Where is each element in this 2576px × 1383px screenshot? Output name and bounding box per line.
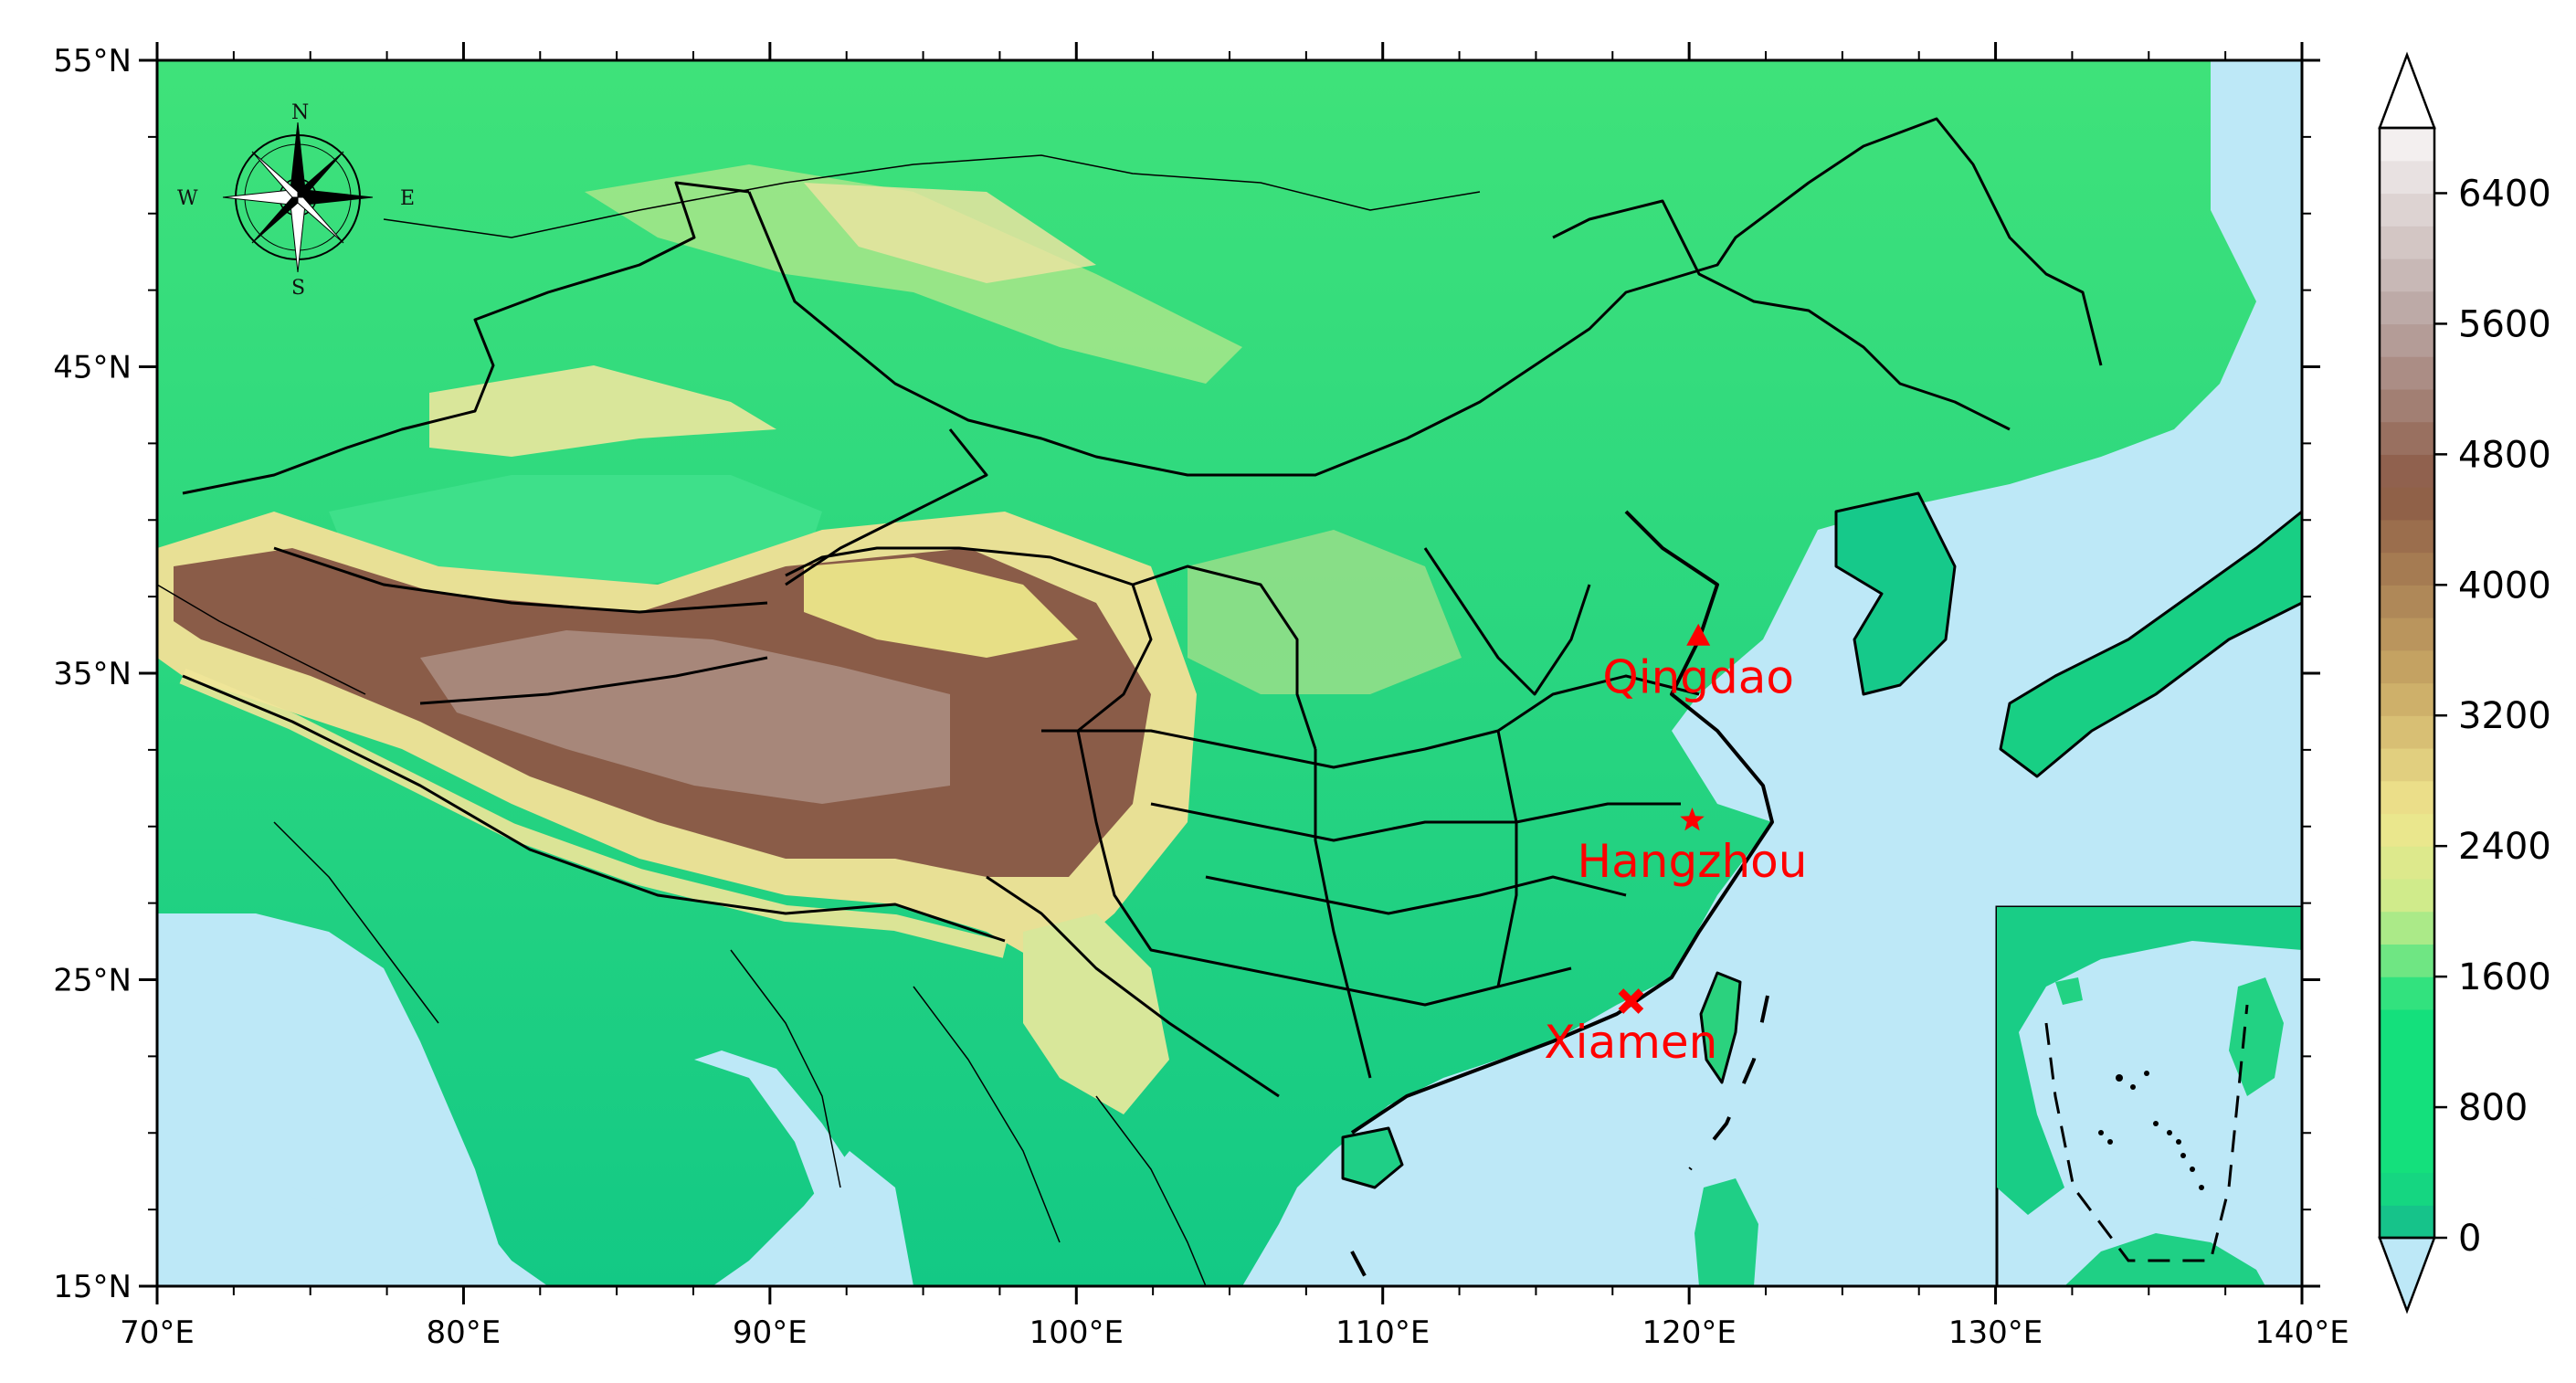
dash-lines [1350,995,1769,1287]
loess-plateau [1188,530,1462,694]
colorbar-bin [2380,487,2434,521]
lon-tick-label: 80°E [427,1314,501,1351]
colorbar-bin [2380,846,2434,880]
colorbar-tick-label: 1600 [2458,956,2551,998]
boundaries [157,117,2302,1286]
colorbar-bin [2380,682,2434,716]
lat-tick-label: 15°N [53,1269,132,1305]
compass-w: W [177,187,198,210]
colorbar-bin [2380,1041,2434,1075]
south-china-sea-inset [1995,905,2302,1286]
colorbar-bin [2380,585,2434,618]
lon-tick-label: 130°E [1948,1314,2043,1351]
colorbar-frame [2378,126,2436,1240]
colorbar-min-arrow [2378,1236,2436,1314]
tian-shan [429,365,776,457]
colorbar-tick-label: 2400 [2458,826,2551,868]
colorbar-bin [2380,977,2434,1010]
city-label-hangzhou: Hangzhou [1578,835,1808,888]
altai-yellow [804,183,1096,283]
colorbar-bin [2380,911,2434,945]
tibetan-highland-light [420,630,950,804]
colorbar-max-arrow [2378,51,2436,130]
lon-tick-label: 110°E [1336,1314,1430,1351]
colorbar-bin [2380,193,2434,227]
lat-tick-label: 35°N [53,656,132,692]
colorbar-bin [2380,290,2434,325]
colorbar-bin [2380,1139,2434,1174]
colorbar-tick-label: 5600 [2458,303,2551,345]
colorbar-bin [2380,715,2434,749]
axis-ticks [139,42,2320,1304]
inset-hainan [2055,977,2083,1005]
city-marker-hangzhou [1680,808,1705,831]
inset-land [1997,907,2302,1215]
compass-rose: N S E W [177,101,415,300]
colorbar-bin [2380,944,2434,977]
colorbar-tick-label: 4000 [2458,565,2551,607]
taiwan [1701,973,1740,1082]
lon-tick-label: 120°E [1642,1314,1736,1351]
colorbar-bin [2380,454,2434,488]
lat-tick-label: 25°N [53,963,132,999]
bay-of-bengal [157,1133,548,1286]
axis-tick-labels: 70°E 80°E 90°E 100°E 110°E 120°E 130°E 140°E 15°… [53,43,2349,1351]
city-label-qingdao: Qingdao [1602,651,1794,704]
colorbar-bin [2380,356,2434,390]
compass-n: N [291,101,309,124]
tarim-basin [329,475,822,585]
colorbar-bin [2380,878,2434,913]
yunnan-plateau [1023,913,1169,1114]
japan [2001,512,2302,776]
colorbar-bin [2380,323,2434,357]
colorbar-bin [2380,1172,2434,1206]
colorbar-bin [2380,258,2434,292]
lon-tick-label: 70°E [120,1314,195,1351]
colorbar-tick-label: 0 [2458,1218,2481,1260]
bay-of-bengal-2 [694,1050,913,1286]
colorbar-bin [2380,1008,2434,1043]
korea [1836,493,1955,694]
colorbar-bin [2380,813,2434,847]
colorbar-tick-label: 800 [2458,1087,2528,1129]
colorbar-bin [2380,421,2434,455]
colorbar-bin [2380,1205,2434,1239]
colorbar-bin [2380,1107,2434,1141]
map-panel [157,60,2302,1286]
qaidam-basin [804,557,1078,658]
city-marker-qingdao [1686,623,1711,646]
hainan [1343,1128,1402,1188]
colorbar-bin [2380,128,2434,162]
colorbar-bin [2380,747,2434,782]
lon-tick-label: 100°E [1029,1314,1124,1351]
lon-tick-label: 90°E [733,1314,808,1351]
colorbar-bin [2380,388,2434,423]
city-marker-xiamen [1618,988,1644,1014]
colorbar-tick-label: 3200 [2458,695,2551,737]
lon-tick-label: 140°E [2254,1314,2349,1351]
land-mass [157,60,2256,1286]
city-markers: Qingdao Hangzhou Xiamen [1544,623,1808,1069]
colorbar-bin [2380,552,2434,586]
lat-tick-label: 45°N [53,350,132,386]
lat-tick-label: 55°N [53,43,132,79]
colorbar: 0 800 1600 2400 3200 4000 4800 5600 6400 [2378,51,2551,1314]
compass-e: E [400,187,415,210]
colorbar-bin [2380,1074,2434,1108]
colorbar-bin [2380,160,2434,195]
colorbar-bin [2380,780,2434,815]
colorbar-tick-label: 4800 [2458,434,2551,476]
luzon [1694,1178,1758,1286]
colorbar-tick-label: 6400 [2458,173,2551,215]
colorbar-bin [2380,226,2434,259]
city-label-xiamen: Xiamen [1544,1016,1717,1069]
colorbar-bin [2380,649,2434,684]
compass-s: S [291,277,305,300]
mongolian-plateau [585,164,1242,384]
inset-philippines [2229,977,2284,1096]
colorbar-bin [2380,618,2434,651]
colorbar-bin [2380,519,2434,554]
